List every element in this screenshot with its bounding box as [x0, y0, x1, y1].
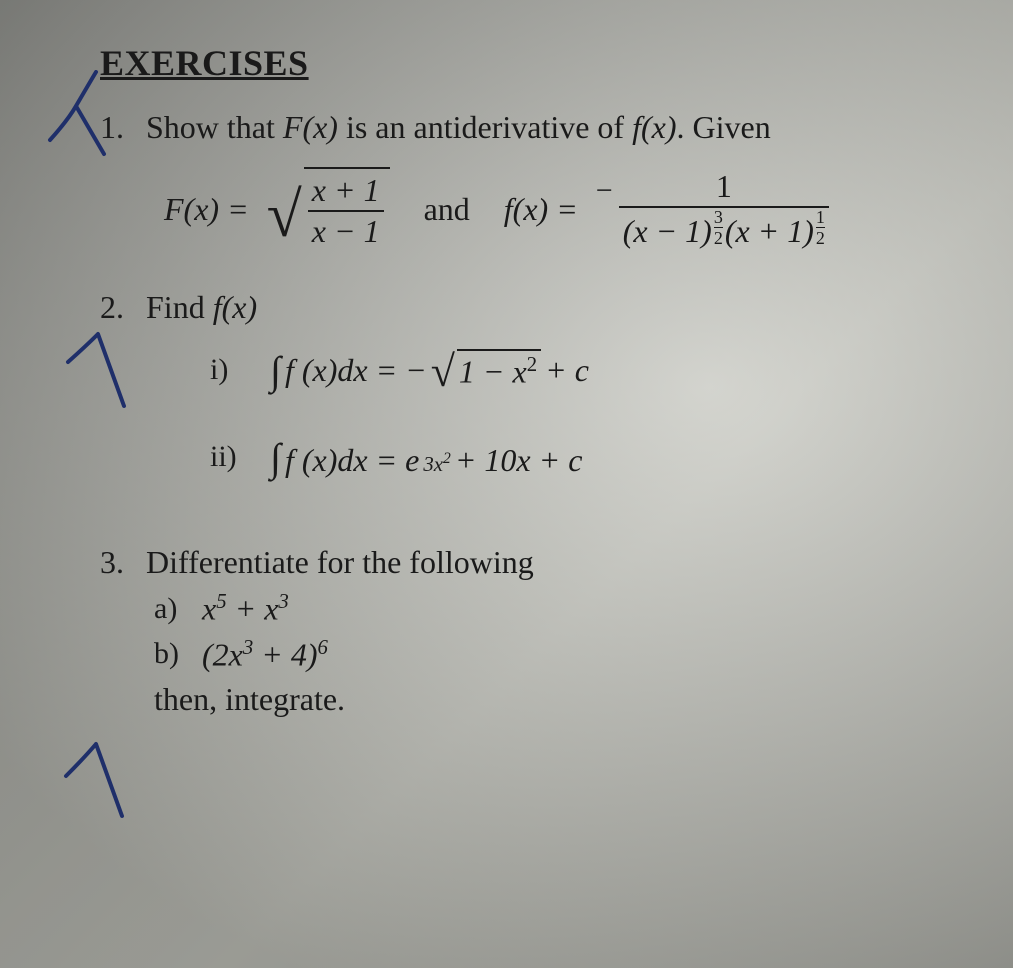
q1-frac-bot: x − 1	[308, 210, 384, 249]
q1-rhs-frac: 1 (x − 1) 3 2 (x + 1) 1 2	[619, 169, 829, 249]
q1-bot-a: (x − 1)	[623, 214, 712, 249]
q1-rhs: − 1 (x − 1) 3 2 (x + 1) 1 2	[596, 169, 829, 249]
q2-item-ii: ii) ∫ f (x)dx = e3x2 + 10x + c	[210, 434, 953, 481]
q1-exp-1-2: 1 2	[816, 208, 825, 247]
q2-item-i: i) ∫ f (x)dx = − √ 1 − x2 + c	[210, 347, 953, 394]
q2-i-tail: + c	[545, 352, 589, 389]
q2-fx: f(x)	[213, 289, 257, 325]
radical-icon: √	[431, 359, 455, 385]
q2-ii-label: ii)	[210, 440, 250, 474]
q3-items: a) x5 + x3 b) (2x3 + 4)6	[154, 590, 953, 673]
q1-text-mid: is an antiderivative of	[338, 109, 632, 145]
q1-sqrt-frac: x + 1 x − 1	[308, 173, 384, 249]
q2-i-lhs: f (x)dx = −	[285, 352, 427, 389]
q1-fx-label: f(x) =	[504, 191, 578, 228]
q2-i-label: i)	[210, 353, 250, 387]
exercise-page: EXERCISES 1. Show that F(x) is an antide…	[0, 0, 1013, 786]
q1-rhs-top: 1	[712, 169, 736, 206]
question-2: 2. Find f(x) i) ∫ f (x)dx = − √ 1 − x2	[100, 286, 953, 481]
q3-b-label: b)	[154, 637, 190, 671]
q1-rhs-bot: (x − 1) 3 2 (x + 1) 1 2	[619, 206, 829, 249]
q1-minus: −	[596, 174, 613, 208]
q3-item-b: b) (2x3 + 4)6	[154, 636, 953, 674]
q1-and: and	[424, 191, 470, 228]
q2-ii-exp: 3x2	[423, 450, 450, 477]
q1-bot-b: (x + 1)	[725, 214, 814, 249]
q1-frac-top: x + 1	[308, 173, 384, 210]
q1-text-before: Show that	[146, 109, 283, 145]
q2-items: i) ∫ f (x)dx = − √ 1 − x2 + c ii)	[210, 347, 953, 481]
q1-text-after: . Given	[676, 109, 770, 145]
integral-icon: ∫	[270, 434, 281, 481]
q1-prompt: Show that F(x) is an antiderivative of f…	[146, 106, 953, 149]
q1-equation: F(x) = √ x + 1 x − 1 and f(x) = − 1 (x −…	[164, 167, 953, 251]
q1-number: 1.	[100, 106, 146, 149]
q1-exp-3-2: 3 2	[714, 208, 723, 247]
integral-icon: ∫	[270, 347, 281, 394]
q1-sqrt: √ x + 1 x − 1	[267, 167, 390, 251]
q2-i-sqrt: √ 1 − x2	[431, 349, 541, 391]
q2-i-sqrt-exp: 2	[527, 353, 537, 376]
question-1: 1. Show that F(x) is an antiderivative o…	[100, 106, 953, 252]
q1-fx: f(x)	[632, 109, 676, 145]
q3-b-expr: (2x3 + 4)6	[202, 636, 328, 674]
q1-Fx: F(x)	[283, 109, 338, 145]
q3-prompt: Differentiate for the following	[146, 541, 953, 584]
q2-ii-expr: ∫ f (x)dx = e3x2 + 10x + c	[270, 434, 582, 481]
q2-text: Find	[146, 289, 213, 325]
section-title: EXERCISES	[100, 42, 953, 84]
q2-i-sqrt-inner: 1 − x	[459, 354, 527, 390]
q2-prompt: Find f(x)	[146, 286, 953, 329]
q3-number: 3.	[100, 541, 146, 584]
q1-Fx-label: F(x) =	[164, 191, 249, 228]
q3-item-a: a) x5 + x3	[154, 590, 953, 628]
q3-then: then, integrate.	[154, 681, 953, 718]
q2-number: 2.	[100, 286, 146, 329]
radical-icon: √	[267, 199, 302, 231]
q2-ii-lhs: f (x)dx = e	[285, 442, 419, 479]
q2-i-expr: ∫ f (x)dx = − √ 1 − x2 + c	[270, 347, 589, 394]
question-3: 3. Differentiate for the following a) x5…	[100, 541, 953, 719]
q3-a-expr: x5 + x3	[202, 590, 289, 628]
q3-a-label: a)	[154, 592, 190, 626]
q2-ii-tail: + 10x + c	[455, 442, 583, 479]
